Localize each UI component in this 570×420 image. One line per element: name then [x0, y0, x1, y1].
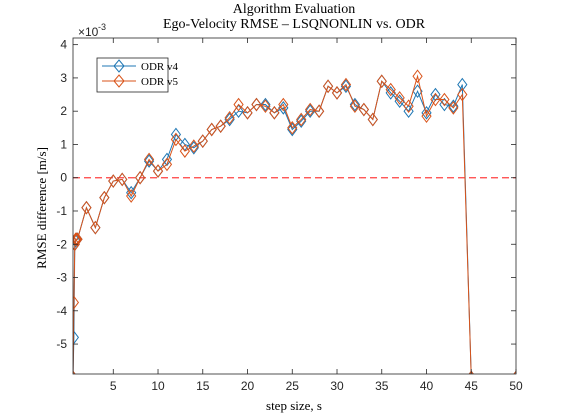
data-point-odr-v5 [161, 157, 173, 172]
data-point-odr-v5 [90, 220, 101, 235]
data-point-odr-v5 [81, 200, 92, 215]
x-tick-label: 20 [241, 379, 255, 393]
data-point-odr-v5 [188, 139, 199, 153]
data-point-odr-v4 [457, 77, 468, 92]
axes-box [72, 37, 517, 375]
data-point-odr-v5 [73, 232, 81, 247]
data-point-odr-v5 [117, 172, 128, 187]
data-point-odr-v5 [313, 104, 325, 119]
data-point-odr-v5 [421, 109, 432, 124]
data-point-odr-v5 [73, 232, 82, 247]
axes: 5 10 15 20 25 30 35 40 45 50 -5 -4 -3 -2 -1 0 1 2 3 4 [56, 37, 523, 393]
data-point-odr-v5 [430, 92, 441, 107]
data-point-odr-v5 [358, 102, 369, 117]
y-exponent-label: ×10 -3 [78, 22, 106, 39]
x-tick-label: 15 [196, 379, 210, 393]
data-point-odr-v5 [224, 111, 235, 125]
x-tick-label: 10 [151, 379, 165, 393]
data-point-odr-v5 [331, 86, 343, 100]
y-tick-label: 1 [60, 137, 67, 151]
data-point-odr-v5 [278, 97, 289, 112]
data-point-odr-v5 [215, 119, 226, 133]
data-point-odr-v5 [394, 91, 405, 105]
legend-label-odr-v5: ODR v5 [141, 76, 178, 88]
data-point-odr-v5 [233, 97, 244, 112]
series-odr-v5 [73, 69, 516, 374]
data-point-odr-v4 [73, 234, 81, 248]
x-tick-label: 25 [286, 379, 300, 393]
x-tick-label: 40 [420, 379, 434, 393]
x-tick-label: 5 [110, 379, 117, 393]
data-point-odr-v5 [287, 120, 298, 135]
data-point-odr-v5 [170, 132, 182, 147]
data-point-odr-v5 [179, 144, 190, 158]
data-point-odr-v5 [349, 99, 361, 114]
data-point-odr-v5 [457, 87, 468, 102]
legend: ODR v4 ODR v5 [96, 57, 178, 93]
data-point-odr-v4 [305, 104, 316, 119]
data-point-odr-v5 [296, 112, 307, 127]
y-tick-label: 0 [60, 171, 67, 185]
data-point-odr-v4 [403, 104, 414, 119]
data-point-odr-v5 [134, 170, 146, 185]
data-point-odr-v4 [340, 79, 352, 94]
x-axis-label: step size, s [266, 398, 322, 413]
data-point-odr-v5 [305, 102, 316, 117]
legend-box [96, 57, 169, 93]
data-point-odr-v5 [322, 79, 334, 94]
y-tick-label: 3 [60, 71, 67, 85]
data-point-odr-v5 [73, 232, 83, 247]
x-tick-label: 35 [375, 379, 389, 393]
legend-marker-odr-v5 [113, 74, 125, 88]
data-point-odr-v5 [126, 189, 137, 203]
data-point-odr-v5 [197, 134, 208, 148]
y-tick-label: -5 [56, 337, 67, 351]
y-exponent-power: -3 [98, 22, 106, 32]
chart-title: Algorithm Evaluation [233, 2, 355, 17]
x-tick-label: 45 [465, 379, 479, 393]
data-point-odr-v5 [242, 106, 253, 120]
data-point-odr-v5 [73, 295, 80, 310]
data-point-odr-v5 [251, 97, 262, 112]
chart-subtitle: Ego-Velocity RMSE – LSQNONLIN vs. ODR [163, 17, 426, 32]
data-point-odr-v4 [224, 112, 235, 127]
data-point-odr-v5 [439, 92, 450, 107]
data-point-odr-v5 [448, 101, 459, 115]
data-point-odr-v5 [260, 99, 271, 114]
data-point-odr-v5 [340, 77, 352, 92]
y-tick-label: 4 [60, 38, 67, 52]
y-tick-label: -3 [56, 271, 67, 285]
data-point-odr-v5 [206, 122, 217, 137]
y-tick-label: 2 [60, 104, 67, 118]
y-exponent-base: ×10 [78, 25, 99, 39]
data-point-odr-v4 [260, 97, 271, 112]
data-point-odr-v5 [269, 106, 280, 120]
x-tick-label: 50 [509, 379, 523, 393]
data-point-odr-v4 [188, 140, 199, 155]
plot-area [73, 38, 516, 374]
legend-marker-odr-v4 [113, 59, 125, 73]
data-point-odr-v5 [376, 74, 387, 89]
data-point-odr-v5 [152, 164, 164, 178]
data-point-odr-v4 [349, 97, 361, 112]
y-tick-label: -4 [56, 304, 67, 318]
data-point-odr-v4 [143, 154, 155, 168]
plot-background [73, 38, 516, 374]
data-point-odr-v5 [403, 99, 414, 114]
y-tick-label: -2 [56, 237, 67, 251]
data-point-odr-v5 [108, 174, 119, 188]
data-point-odr-v4 [296, 114, 307, 129]
data-point-odr-v4 [287, 122, 298, 137]
y-tick-label: -1 [56, 204, 67, 218]
data-point-odr-v5 [385, 82, 396, 97]
data-layer [73, 69, 516, 374]
data-point-odr-v5 [143, 152, 155, 167]
data-point-odr-v5 [99, 190, 110, 205]
x-tick-label: 30 [330, 379, 344, 393]
data-point-odr-v5 [367, 112, 378, 127]
data-point-odr-v5 [412, 69, 423, 84]
legend-label-odr-v4: ODR v4 [141, 61, 178, 73]
y-axis-label: RMSE difference [m/s] [34, 147, 49, 269]
